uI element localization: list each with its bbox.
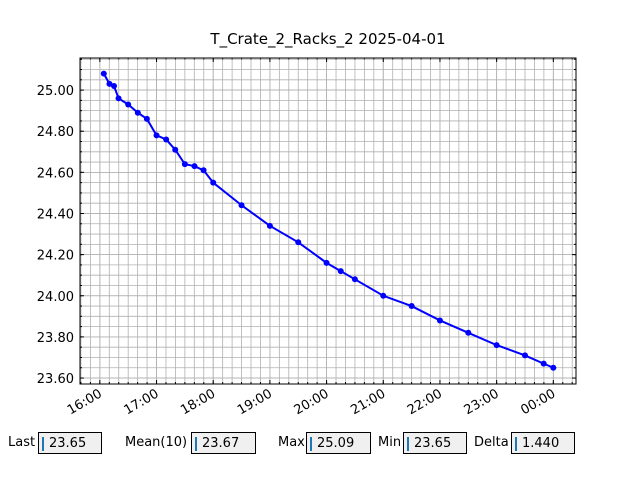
field-value[interactable]: 23.67 (191, 432, 256, 454)
y-tick-label: 23.60 (37, 372, 74, 387)
y-tick-label: 25.00 (37, 84, 74, 99)
point (106, 80, 113, 87)
x-tick-label: 22:00 (405, 386, 445, 418)
point (351, 276, 358, 283)
chart-title: T_Crate_2_Racks_2 2025-04-01 (209, 30, 445, 49)
point (181, 161, 188, 168)
plot-frame (79, 57, 577, 385)
x-tick-label: 23:00 (462, 386, 502, 418)
chart: T_Crate_2_Racks_2 2025-04-01 23.60 23.80 2… (37, 30, 577, 418)
point (323, 259, 330, 266)
field-value[interactable]: 25.09 (306, 432, 371, 454)
point (436, 317, 443, 324)
point (134, 109, 141, 116)
field-label: Last (8, 435, 36, 450)
point (465, 329, 472, 336)
y-tick-label: 24.40 (37, 207, 74, 222)
field-label: Mean(10) (125, 435, 188, 450)
point (172, 146, 179, 153)
x-tick-label: 21:00 (348, 386, 388, 418)
x-tick-label: 19:00 (235, 386, 275, 418)
point (143, 115, 150, 122)
x-tick-label: 18:00 (178, 386, 218, 418)
point (191, 163, 198, 170)
point (493, 342, 500, 349)
x-tick-label: 17:00 (122, 386, 162, 418)
point (153, 132, 160, 139)
point (295, 239, 302, 246)
point (521, 352, 528, 359)
y-tick-label: 24.00 (37, 290, 74, 305)
point (550, 364, 557, 371)
status-bar: Last 23.65 Mean(10) 23.67 Max 25.09 Min 23.65 De… (0, 430, 640, 460)
point (200, 167, 207, 174)
y-tick-label: 23.80 (37, 331, 74, 346)
x-tick-label: 20:00 (292, 386, 332, 418)
field-label: Max (278, 435, 305, 450)
y-tick-label: 24.80 (37, 125, 74, 140)
point (266, 222, 273, 229)
point (238, 202, 245, 209)
y-tick-label: 24.20 (37, 249, 74, 264)
point (111, 82, 118, 89)
point (125, 101, 132, 108)
point (115, 95, 122, 102)
point (408, 303, 415, 310)
field-label: Min (378, 435, 402, 450)
point (163, 136, 170, 143)
field-value[interactable]: 23.65 (38, 432, 102, 454)
point (210, 179, 217, 186)
point (337, 268, 344, 275)
series-line (102, 73, 554, 369)
point (380, 292, 387, 299)
field-label: Delta (474, 435, 509, 450)
x-tick-label: 00:00 (518, 386, 558, 418)
point (540, 360, 547, 367)
field-value[interactable]: 23.65 (403, 432, 467, 454)
point (100, 70, 107, 77)
x-tick-label: 16:00 (65, 386, 105, 418)
field-value[interactable]: 1.440 (511, 432, 575, 454)
y-tick-label: 24.60 (37, 166, 74, 181)
